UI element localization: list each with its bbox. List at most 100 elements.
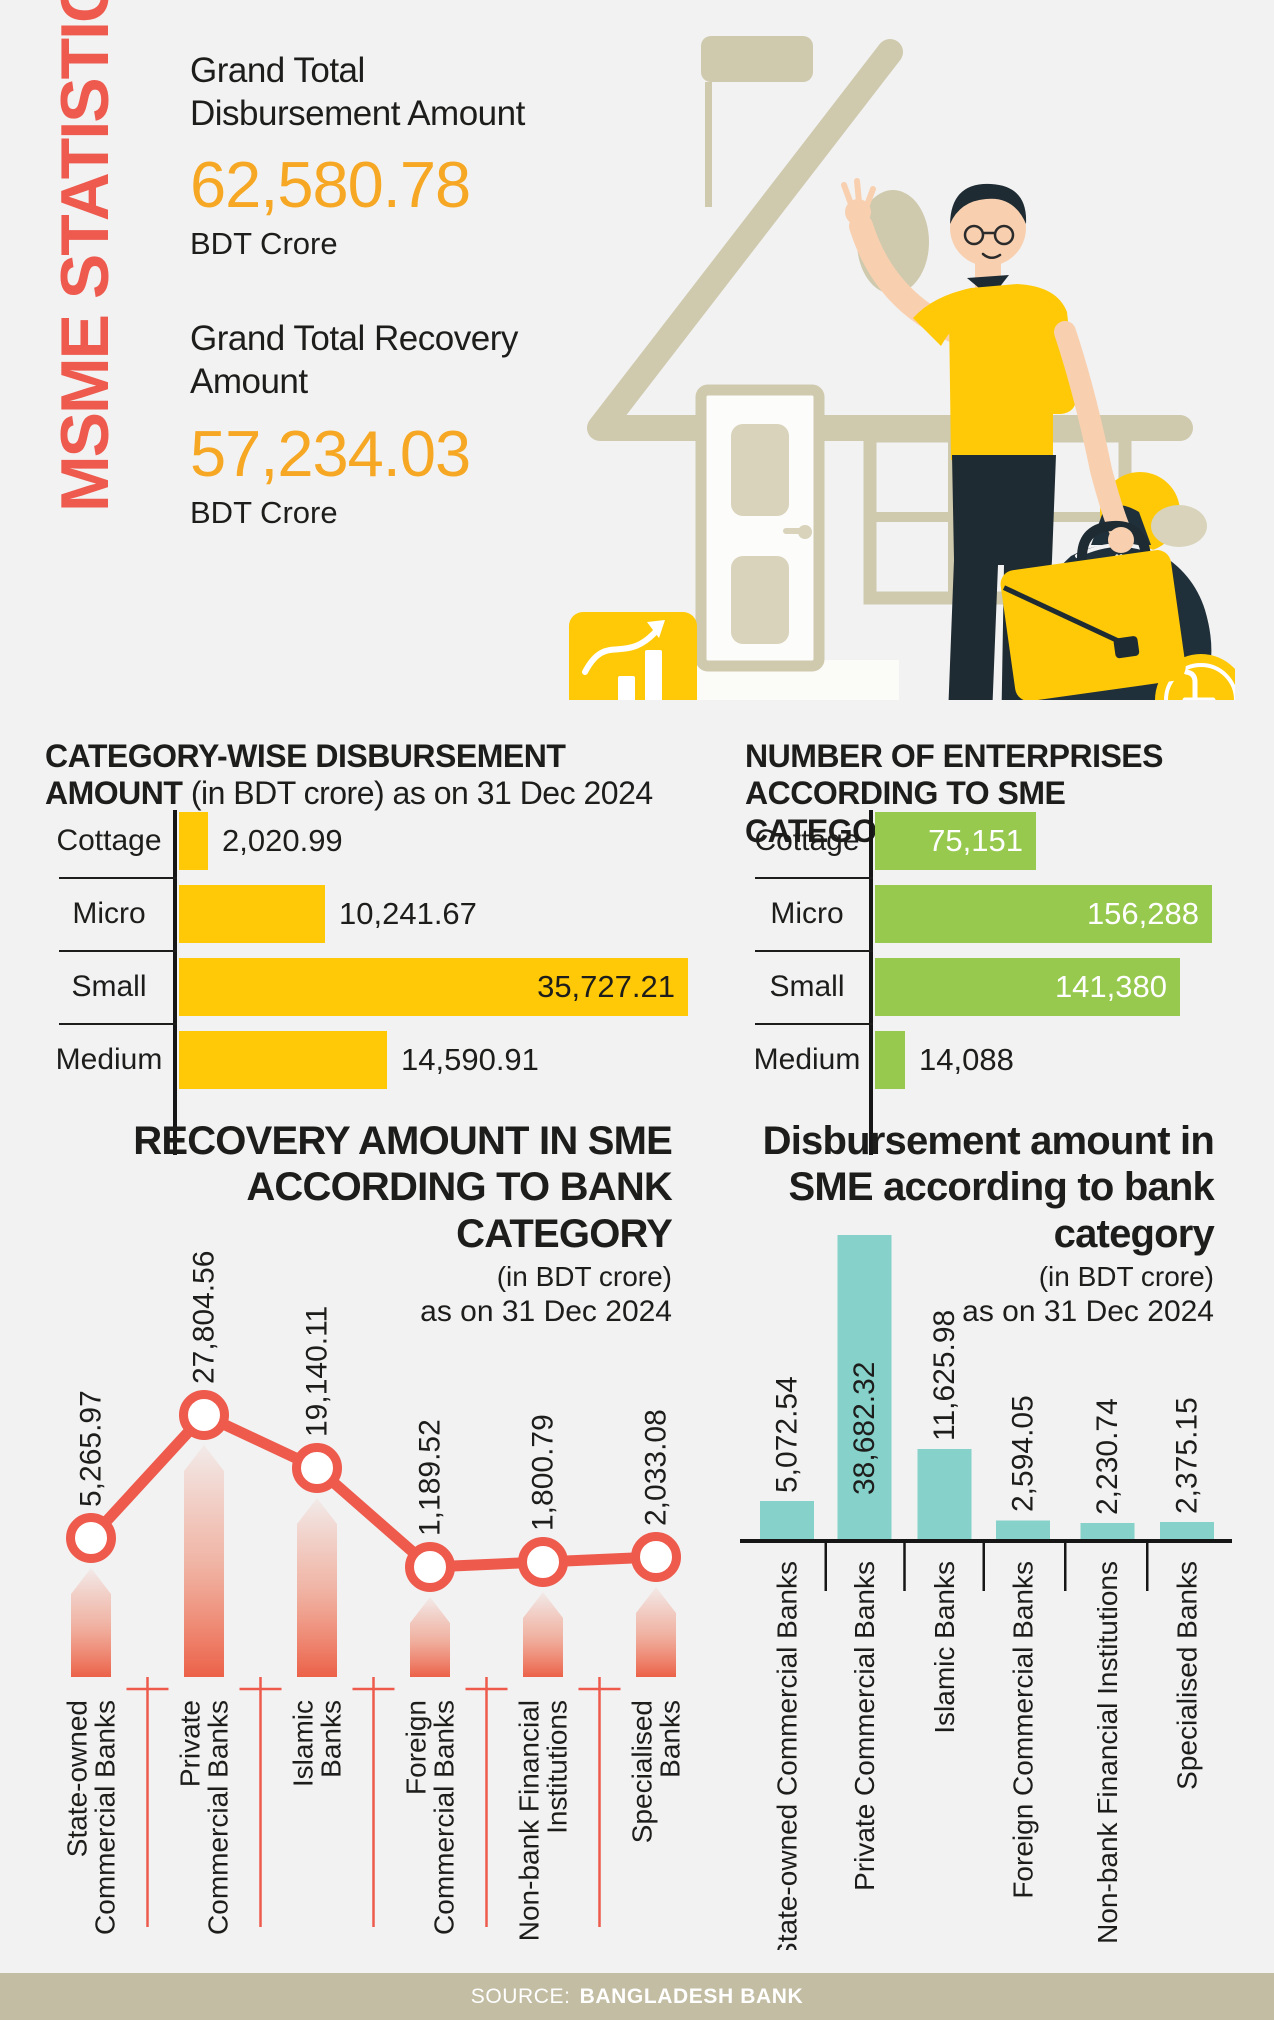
source-footer: SOURCE: BANGLADESH BANK bbox=[0, 1973, 1274, 2020]
point-value-labels: 5,265.97 27,804.56 19,140.11 1,189.52 1,… bbox=[75, 1251, 673, 1536]
arm bbox=[1054, 321, 1130, 539]
bar-value: 141,380 bbox=[1054, 969, 1167, 1004]
stat-value: 57,234.03 bbox=[190, 416, 471, 490]
bar-value: 2,594.05 bbox=[1007, 1395, 1040, 1512]
x-axis-labels: State-owned Commercial Banks Private Com… bbox=[772, 1561, 1203, 1950]
data-point-marker bbox=[518, 1537, 568, 1587]
bar: 75,151 bbox=[875, 812, 1036, 870]
point-value: 27,804.56 bbox=[188, 1251, 221, 1384]
category-label: Private bbox=[175, 1700, 206, 1787]
data-point-marker bbox=[292, 1443, 342, 1493]
category-label: Non-bank Financial bbox=[514, 1700, 545, 1940]
data-point-marker bbox=[631, 1532, 681, 1582]
bar bbox=[179, 812, 208, 870]
y-axis bbox=[869, 810, 873, 1155]
data-point-marker bbox=[179, 1390, 229, 1440]
category-dividers bbox=[126, 1677, 621, 1927]
data-point-marker bbox=[66, 1513, 116, 1563]
category-label: Private Commercial Banks bbox=[849, 1561, 880, 1891]
category-label: Institutions bbox=[542, 1700, 573, 1834]
bar bbox=[1080, 1523, 1135, 1541]
line-series bbox=[85, 1409, 662, 1573]
bar-row: Micro 10,241.67 bbox=[45, 885, 705, 952]
chart-recovery-title: RECOVERY AMOUNT IN SME ACCORDING TO BANK… bbox=[40, 1118, 673, 1329]
bar: 35,727.21 bbox=[179, 958, 688, 1016]
stat-value: 62,580.78 bbox=[190, 148, 471, 222]
trend-arrows bbox=[71, 1445, 676, 1677]
bar-row: Cottage 2,020.99 bbox=[45, 812, 705, 879]
stat-disbursement: Grand Total Disbursement Amount 62,580.7… bbox=[190, 50, 530, 262]
bar-row: Small 141,380 bbox=[745, 958, 1245, 1025]
chart-subtitle: as on 31 Dec 2024 bbox=[420, 1295, 672, 1329]
bar-value: 38,682.32 bbox=[848, 1362, 881, 1495]
category-label: Commercial Banks bbox=[203, 1700, 234, 1935]
category-label: Banks bbox=[316, 1700, 347, 1778]
trend-arrow bbox=[523, 1592, 563, 1677]
category-label: Foreign Commercial Banks bbox=[1008, 1561, 1039, 1899]
bar-value: 156,288 bbox=[1086, 896, 1199, 931]
category-label: Specialised bbox=[627, 1700, 658, 1843]
category-label: Medium bbox=[55, 1043, 163, 1076]
bar-value: 2,375.15 bbox=[1171, 1397, 1204, 1514]
trend-arrow bbox=[71, 1568, 111, 1677]
category-label: Islamic bbox=[288, 1700, 319, 1787]
point-value: 19,140.11 bbox=[301, 1306, 334, 1437]
chart-title-line2: AMOUNT (in BDT crore) as on 31 Dec 2024 bbox=[45, 775, 653, 812]
category-label: Non-bank Financial Institutions bbox=[1092, 1561, 1123, 1944]
chart-subtitle: (in BDT crore) bbox=[496, 1261, 672, 1293]
category-label: Islamic Banks bbox=[929, 1561, 960, 1734]
point-value: 2,033.08 bbox=[640, 1409, 673, 1526]
hair bbox=[950, 183, 1027, 224]
category-label: Cottage bbox=[56, 824, 162, 857]
chimney-icon bbox=[701, 36, 813, 82]
chart-subtitle: as on 31 Dec 2024 bbox=[962, 1295, 1214, 1329]
bar-value: 2,020.99 bbox=[222, 823, 343, 858]
bar-value: 14,088 bbox=[919, 1042, 1014, 1077]
chart-title: CATEGORY-WISE DISBURSEMENT AMOUNT (in BD… bbox=[45, 738, 705, 812]
coin-icon bbox=[1151, 505, 1207, 547]
bar bbox=[760, 1501, 814, 1541]
category-label: Small bbox=[769, 970, 845, 1003]
trend-arrow bbox=[410, 1597, 450, 1677]
trend-arrow bbox=[297, 1498, 337, 1677]
bar: 141,380 bbox=[875, 958, 1180, 1016]
bar bbox=[917, 1449, 972, 1541]
growth-chart-icon bbox=[569, 612, 697, 700]
chart-title-line3: category bbox=[1053, 1211, 1215, 1256]
category-label: Specialised Banks bbox=[1172, 1561, 1203, 1790]
bar-value: 2,230.74 bbox=[1091, 1398, 1124, 1515]
hero-illustration bbox=[569, 36, 1235, 700]
chart-subtitle: (in BDT crore) bbox=[1038, 1261, 1214, 1293]
bar bbox=[875, 1031, 905, 1089]
bar-chart: Cottage 2,020.99 Micro 10,241.67 Small 3… bbox=[45, 810, 705, 1155]
bar-row: Medium 14,590.91 bbox=[45, 1031, 705, 1089]
data-point-marker bbox=[405, 1542, 455, 1592]
bar-value: 10,241.67 bbox=[339, 896, 477, 931]
bar bbox=[996, 1520, 1050, 1541]
trend-arrow bbox=[184, 1445, 224, 1677]
bar-row: Small 35,727.21 bbox=[45, 958, 705, 1025]
shirt bbox=[949, 284, 1077, 466]
source-value: BANGLADESH BANK bbox=[579, 1984, 804, 2008]
bar bbox=[179, 1031, 387, 1089]
category-label: Commercial Banks bbox=[90, 1700, 121, 1935]
bar-value: 5,072.54 bbox=[771, 1376, 804, 1493]
glasses-icon bbox=[963, 224, 1015, 246]
x-axis-labels: State-owned Commercial Banks Private Com… bbox=[62, 1700, 686, 1940]
stat-unit: BDT Crore bbox=[190, 494, 338, 530]
bar-chart: Cottage 75,151 Micro 156,288 Small 141,3… bbox=[745, 810, 1245, 1155]
y-axis bbox=[173, 810, 177, 1155]
chart-title-line1: NUMBER OF ENTERPRISES bbox=[745, 738, 1163, 774]
stat-label: Grand Total Disbursement Amount bbox=[190, 51, 525, 133]
door-icon bbox=[695, 384, 825, 672]
chart-title-line2: SME according to bank bbox=[788, 1165, 1215, 1210]
chart-title-line2: ACCORDING TO BANK CATEGORY bbox=[246, 1165, 672, 1256]
briefcase-icon bbox=[1000, 521, 1186, 700]
chart-enterprises: NUMBER OF ENTERPRISES ACCORDING TO SME C… bbox=[745, 738, 1245, 1155]
collar bbox=[967, 275, 1009, 298]
chart-title-line1: CATEGORY-WISE DISBURSEMENT bbox=[45, 738, 566, 774]
person-icon bbox=[841, 178, 1186, 700]
point-value: 1,189.52 bbox=[414, 1419, 447, 1536]
chart-title-line1: RECOVERY AMOUNT IN SME bbox=[133, 1119, 673, 1163]
